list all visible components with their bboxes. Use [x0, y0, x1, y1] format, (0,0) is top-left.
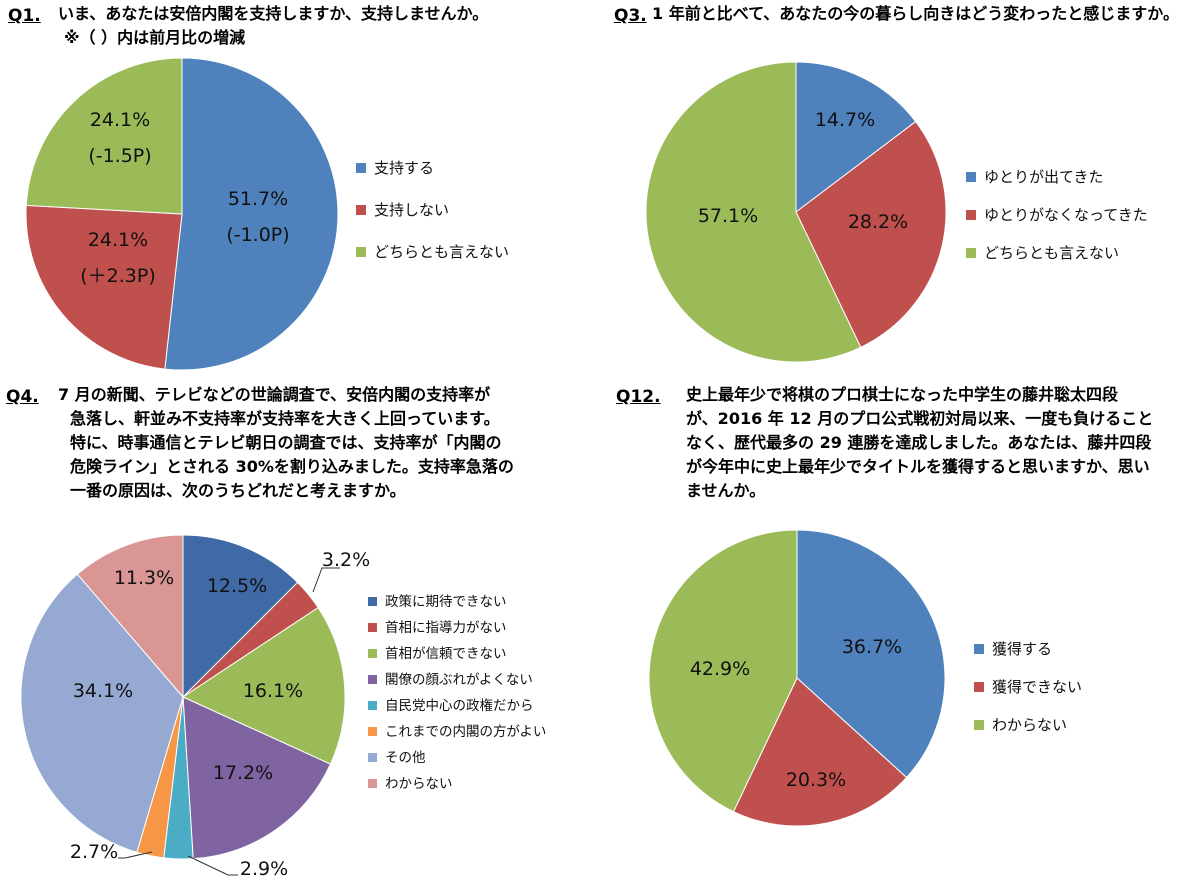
q4-legend-label: 首相が信頼できない: [385, 646, 507, 662]
q3-pie-slice: [645, 61, 862, 363]
q1-legend-swatch: [356, 205, 366, 215]
q4-pie-slice: [20, 573, 184, 853]
q12-legend-label: 獲得できない: [992, 678, 1082, 696]
q12-legend-swatch: [974, 644, 984, 654]
q12-legend-swatch: [974, 682, 984, 692]
q12-pie-slice: [796, 529, 946, 779]
q4-slice-label: 16.1%: [243, 680, 303, 702]
q12-slice-label: 36.7%: [842, 636, 902, 658]
q4-slice-label: 2.7%: [70, 841, 118, 863]
q1-legend-swatch: [356, 247, 366, 257]
q4-slice-label: 34.1%: [73, 680, 133, 702]
q3-pie-chart: 14.7% 28.2% 57.1% ゆとりが出てきたゆとりがなくなってきたどちらとも言…: [645, 61, 1148, 363]
q1-slice-change: (-1.0P): [226, 224, 289, 246]
q4-slice-label: 3.2%: [322, 549, 370, 571]
q12-pie-slice: [648, 529, 798, 813]
q4-pie-slice: [76, 534, 184, 699]
q1-pie-slice: [25, 57, 183, 215]
q3-slice-label: 14.7%: [815, 109, 875, 131]
q4-legend-label: その他: [385, 750, 426, 766]
q4-question-line: 一番の原因は、次のうちどれだと考えますか。: [70, 481, 406, 500]
q1-legend-swatch: [356, 163, 366, 173]
q1-pie-chart: 51.7% (-1.0P) 24.1% (＋2.3P) 24.1% (-1.5P) 支持する…: [25, 57, 509, 371]
q4-legend-label: 閣僚の顔ぶれがよくない: [385, 672, 533, 688]
q12-legend-label: わからない: [992, 716, 1067, 734]
q3-pie-slice: [795, 120, 947, 348]
q1-legend-label: 支持しない: [374, 201, 449, 219]
q3-legend-label: どちらとも言えない: [984, 244, 1119, 262]
q4-pie-chart: 12.5% 3.2% 16.1% 17.2% 2.9% 2.7% 34.1% 11.3% 政策に…: [20, 534, 546, 880]
q3-legend-label: ゆとりがなくなってきた: [984, 206, 1148, 224]
q3-legend-swatch: [966, 210, 976, 220]
q12-question-line: なく、歴代最多の 29 連勝を達成しました。あなたは、藤井四段: [686, 433, 1152, 452]
q4-slice-label: 2.9%: [240, 858, 288, 880]
q4-slice-label: 12.5%: [207, 575, 267, 597]
q4-legend-swatch: [368, 675, 377, 684]
q1-question-note: ※（ ）内は前月比の増減: [64, 28, 246, 47]
q4-legend-swatch: [368, 753, 377, 762]
q3-legend-label: ゆとりが出てきた: [984, 168, 1104, 186]
q3-question: 1 年前と比べて、あなたの今の暮らし向きはどう変わったと感じますか。: [652, 2, 1179, 26]
q1-pie-slice: [164, 57, 339, 371]
q4-legend-label: これまでの内閣の方がよい: [385, 724, 546, 740]
q4-legend-label: 首相に指導力がない: [385, 620, 507, 636]
q1-slice-change: (-1.5P): [88, 145, 151, 167]
q3-legend-swatch: [966, 248, 976, 258]
q1-pie-slice: [25, 204, 183, 370]
q3-slice-label: 57.1%: [698, 205, 758, 227]
q4-legend-swatch: [368, 727, 377, 736]
q12-legend-label: 獲得する: [992, 640, 1052, 658]
q4-slice-label: 11.3%: [114, 567, 174, 589]
q12-question-line: が今年中に史上最年少でタイトルを獲得すると思いますか、思い: [686, 457, 1150, 476]
q1-legend-label: 支持する: [374, 159, 434, 177]
q1-slice-label: 24.1%: [88, 229, 148, 251]
q3-slice-label: 28.2%: [848, 211, 908, 233]
q4-legend-swatch: [368, 597, 377, 606]
q1-slice-label: 24.1%: [90, 109, 150, 131]
q3-question-line: 1 年前と比べて、あなたの今の暮らし向きはどう変わったと感じますか。: [652, 4, 1179, 23]
q12-question: 史上最年少で将棋のプロ棋士になった中学生の藤井聡太四段 が、2016 年 12 …: [686, 383, 1153, 503]
q3-legend-swatch: [966, 172, 976, 182]
q4-legend-swatch: [368, 779, 377, 788]
q4-question-line: 危険ライン」とされる 30%を割り込みました。支持率急落の: [70, 457, 514, 476]
q4-leader-line: [118, 851, 153, 859]
q4-pie-slice: [182, 534, 299, 699]
q4-legend-label: 政策に期待できない: [385, 593, 507, 610]
q4-legend-label: 自民党中心の政権だから: [385, 697, 534, 714]
q4-pie-slice: [181, 606, 346, 765]
q4-question: 7 月の新聞、テレビなどの世論調査で、安倍内閣の支持率が 急落し、軒並み不支持率…: [58, 383, 514, 503]
q4-slice-label: 17.2%: [213, 762, 273, 784]
q12-question-line: ませんか。: [686, 481, 766, 500]
q4-question-line: 急落し、軒並み不支持率が支持率を大きく上回っています。: [70, 409, 500, 428]
q4-leader-line: [312, 567, 340, 593]
q12-pie-slice: [732, 677, 908, 827]
q4-number: Q4.: [6, 387, 39, 407]
q1-slice-label: 51.7%: [228, 188, 288, 210]
q1-question: いま、あなたは安倍内閣を支持しますか、支持しませんか。 ※（ ）内は前月比の増減: [58, 2, 488, 50]
q4-question-line: 7 月の新聞、テレビなどの世論調査で、安倍内閣の支持率が: [58, 385, 491, 404]
q4-legend-swatch: [368, 623, 377, 632]
q4-leader-line: [187, 855, 238, 876]
q12-number: Q12.: [616, 387, 661, 407]
q4-legend-label: わからない: [385, 776, 453, 792]
q4-question-line: 特に、時事通信とテレビ朝日の調査では、支持率が「内閣の: [70, 433, 502, 452]
q12-question-line: 史上最年少で将棋のプロ棋士になった中学生の藤井聡太四段: [686, 385, 1119, 404]
q12-question-line: が、2016 年 12 月のプロ公式戦初対局以来、一度も負けること: [686, 409, 1154, 428]
q4-pie-slice: [182, 696, 332, 860]
q3-number: Q3.: [614, 6, 647, 26]
q1-question-line: いま、あなたは安倍内閣を支持しますか、支持しませんか。: [58, 4, 489, 23]
q4-legend-swatch: [368, 701, 377, 710]
q1-slice-change: (＋2.3P): [80, 265, 156, 287]
q12-legend-swatch: [974, 720, 984, 730]
q12-slice-label: 20.3%: [786, 769, 846, 791]
q4-legend-swatch: [368, 649, 377, 658]
q12-slice-label: 42.9%: [690, 658, 750, 680]
q1-number: Q1.: [8, 6, 41, 26]
q1-legend-label: どちらとも言えない: [374, 243, 509, 261]
q3-pie-slice: [795, 61, 917, 214]
